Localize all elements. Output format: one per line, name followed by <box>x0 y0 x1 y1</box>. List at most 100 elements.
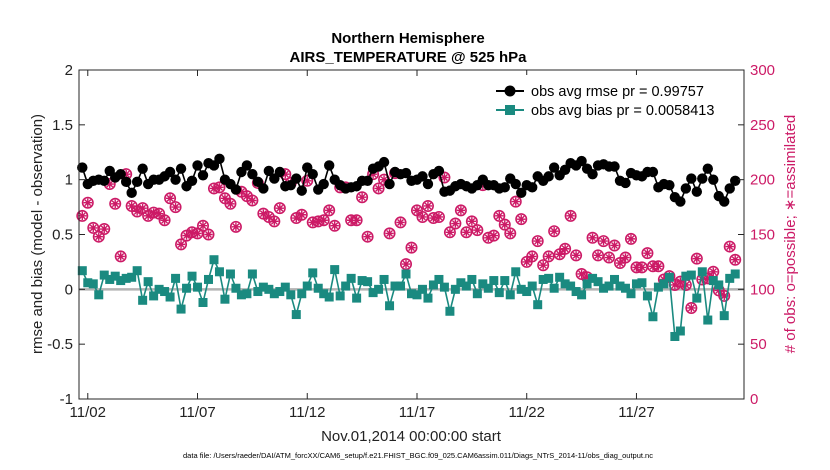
bias-point <box>675 326 685 336</box>
rmse-point <box>620 177 631 189</box>
obs-assimilated-point <box>670 280 680 290</box>
obs-assimilated-point <box>303 176 312 185</box>
bias-point <box>582 279 592 289</box>
obs-assimilated-point <box>418 212 427 222</box>
obs-assimilated-point <box>681 280 691 290</box>
bias-point <box>319 289 329 299</box>
chart-title: Northern Hemisphere <box>331 30 484 47</box>
bias-point <box>593 277 603 287</box>
obs-assimilated-point <box>533 236 542 246</box>
obs-possible-point <box>460 226 473 239</box>
obs-assimilated-point <box>193 229 202 238</box>
rmse-point <box>170 174 181 185</box>
bias-point <box>522 287 532 297</box>
y-right-tick-label: 200 <box>750 172 775 189</box>
obs-assimilated-point <box>138 203 147 213</box>
bias-point <box>478 279 488 289</box>
bias-point <box>719 311 729 321</box>
y-axis-right-ticks: 0 50 100 150 200 250 300 <box>738 62 775 408</box>
rmse-point <box>609 161 620 172</box>
obs-assimilated-point <box>599 236 608 246</box>
obs-possible-point <box>498 218 511 231</box>
obs-possible-point <box>641 247 654 260</box>
obs-possible-point <box>438 171 451 184</box>
bias-series <box>77 255 740 341</box>
x-axis-label: Nov.01,2014 00:00:00 start <box>321 428 502 445</box>
obs-possible-point <box>328 219 341 232</box>
obs-assimilated-point <box>538 261 548 270</box>
bias-point <box>297 289 307 299</box>
obs-possible-point <box>202 228 215 241</box>
obs-assimilated-point <box>720 291 729 301</box>
bias-point <box>417 284 427 294</box>
bias-point <box>127 272 137 282</box>
obs-assimilated-point <box>220 194 230 203</box>
bias-point <box>231 283 241 293</box>
bias-point <box>467 274 477 284</box>
rmse-point <box>186 175 198 186</box>
bias-point <box>428 280 438 290</box>
obs-assimilated-point <box>500 220 509 229</box>
legend: obs avg rmse pr = 0.99757 obs avg bias p… <box>490 75 740 121</box>
bias-point <box>209 255 219 265</box>
rmse-point <box>126 187 137 199</box>
obs-possible-point <box>548 225 561 238</box>
rmse-point <box>362 175 373 186</box>
y-right-tick-label: 250 <box>750 117 775 134</box>
obs-possible-point <box>273 202 286 215</box>
obs-possible-point <box>537 259 550 272</box>
obs-possible-point <box>729 253 742 266</box>
bias-point <box>247 269 257 279</box>
bias-point <box>357 276 367 286</box>
bias-point <box>631 279 641 289</box>
bias-point <box>198 297 208 307</box>
bias-point <box>264 284 274 294</box>
bias-point <box>434 274 444 284</box>
bias-point <box>302 281 312 291</box>
chart-subtitle: AIRS_TEMPERATURE @ 525 hPa <box>290 49 528 66</box>
obs-assimilated-point <box>495 211 504 221</box>
obs-assimilated-point <box>116 252 125 261</box>
bias-point <box>385 301 395 311</box>
obs-possible-point <box>405 241 418 254</box>
rmse-point <box>378 156 390 168</box>
obs-assimilated-point <box>731 255 740 264</box>
obs-assimilated-point <box>363 232 372 241</box>
bias-point <box>489 276 499 286</box>
bias-point <box>445 306 455 316</box>
obs-assimilated-point <box>412 206 422 215</box>
bias-point <box>83 278 93 288</box>
bias-point <box>193 282 203 292</box>
obs-possible-point <box>603 251 616 264</box>
bias-point <box>461 281 471 291</box>
obs-assimilated-point <box>588 233 597 242</box>
obs-assimilated-point <box>621 253 630 262</box>
bias-point <box>143 277 153 287</box>
bias-point <box>686 270 696 280</box>
bias-point <box>176 304 186 314</box>
rmse-point <box>214 153 225 165</box>
rmse-point <box>77 162 88 173</box>
obs-assimilated-point <box>209 184 219 193</box>
obs-possible-point <box>443 226 456 239</box>
obs-assimilated-point <box>292 213 301 223</box>
rmse-point <box>675 196 686 207</box>
obs-assimilated-point <box>615 258 625 268</box>
obs-assimilated-point <box>83 198 92 207</box>
x-tick-label: 11/07 <box>179 404 215 421</box>
bias-point <box>604 281 614 291</box>
obs-assimilated-point <box>692 254 702 263</box>
rmse-point <box>516 187 527 199</box>
x-axis-ticks: 11/02 11/07 11/12 11/17 11/22 11/27 <box>70 70 655 421</box>
obs-assimilated-point <box>517 214 526 224</box>
obs-assimilated-point <box>352 216 361 225</box>
obs-assimilated-point <box>423 201 433 211</box>
obs-possible-point <box>570 249 583 262</box>
rmse-point <box>647 166 659 178</box>
bias-point <box>220 294 230 304</box>
bias-point <box>610 274 620 284</box>
bias-point <box>346 273 356 283</box>
obs-possible-point <box>164 192 177 205</box>
bias-point <box>171 273 181 283</box>
